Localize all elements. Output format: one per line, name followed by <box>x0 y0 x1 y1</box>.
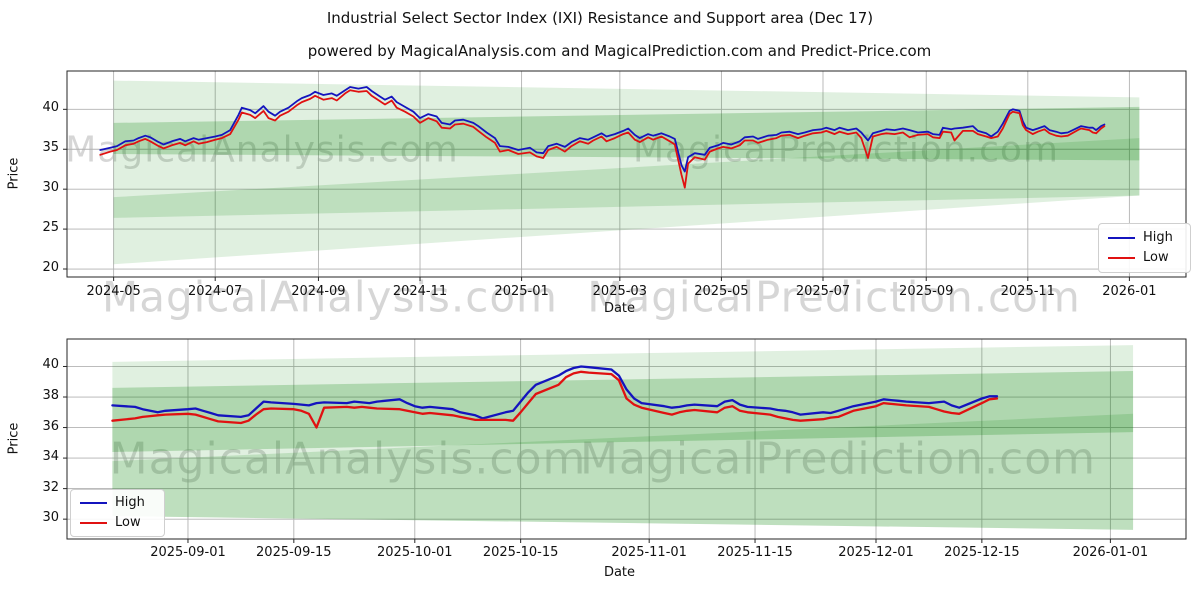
legend-item-high: High <box>80 496 154 510</box>
bottom-x-tick-label: 2025-11-15 <box>717 545 793 560</box>
high-line-swatch <box>80 502 107 504</box>
bottom-x-tick-label: 2025-10-15 <box>482 545 559 560</box>
top-y-tick-label: 20 <box>42 260 59 275</box>
top-x-tick-label: 2026-01 <box>1102 284 1157 299</box>
top-x-axis-label: Date <box>603 301 636 316</box>
low-line-swatch <box>1108 257 1135 259</box>
bottom-y-tick-label: 34 <box>42 449 59 465</box>
bottom-x-tick-label: 2025-11-01 <box>611 545 687 560</box>
low-line-swatch <box>80 522 107 524</box>
bottom-legend: High Low <box>70 489 165 537</box>
top-x-tick-label: 2025-09 <box>899 284 954 299</box>
chart-title: Industrial Select Sector Index (IXI) Res… <box>326 9 874 27</box>
bottom-x-axis-label: Date <box>603 565 636 580</box>
legend-label-high: High <box>115 495 145 510</box>
top-y-tick-label: 30 <box>42 180 59 196</box>
bottom-x-tick-label: 2025-12-01 <box>838 545 914 560</box>
top-y-tick-label: 25 <box>42 220 59 236</box>
watermark-analysis: MagicalAnalysis.com <box>65 129 459 171</box>
watermark-analysis: MagicalAnalysis.com <box>102 272 558 322</box>
top-x-tick-label: 2024-11 <box>392 284 448 299</box>
top-x-tick-label: 2024-09 <box>291 284 346 299</box>
top-y-tick-label: 35 <box>42 140 59 156</box>
bottom-y-tick-label: 38 <box>42 388 59 403</box>
bottom-y-tick-label: 36 <box>42 418 59 434</box>
chart-subtitle: powered by MagicalAnalysis.com and Magic… <box>307 42 932 60</box>
top-x-tick-label: 2025-01 <box>494 284 549 299</box>
bottom-y-tick-label: 40 <box>42 357 59 373</box>
watermark-prediction: MagicalPrediction.com <box>587 272 1081 322</box>
high-line-swatch <box>1108 237 1135 239</box>
watermark-prediction: MagicalPrediction.com <box>580 433 1096 485</box>
top-x-tick-label: 2025-07 <box>795 284 851 299</box>
legend-label-low: Low <box>115 515 141 530</box>
bottom-price-chart <box>63 338 1187 543</box>
top-x-tick-label: 2025-11 <box>1000 284 1055 299</box>
bottom-x-tick-label: 2025-09-15 <box>256 545 332 560</box>
top-x-tick-label: 2025-05 <box>694 284 749 299</box>
top-x-tick-label: 2024-05 <box>86 284 141 299</box>
legend-item-high: High <box>1108 231 1180 245</box>
watermark-analysis: MagicalAnalysis.com <box>109 433 587 485</box>
legend-label-high: High <box>1143 230 1173 245</box>
bottom-y-tick-label: 30 <box>42 510 59 526</box>
top-price-chart <box>63 70 1187 281</box>
bottom-x-tick-label: 2025-12-15 <box>944 545 1020 560</box>
top-y-tick-label: 40 <box>42 100 59 116</box>
legend-item-low: Low <box>1108 251 1180 265</box>
bottom-x-tick-label: 2025-10-01 <box>377 545 453 560</box>
legend-item-low: Low <box>80 516 154 530</box>
bottom-x-tick-label: 2025-09-01 <box>150 545 226 560</box>
top-x-tick-label: 2024-07 <box>188 284 243 299</box>
top-x-tick-label: 2025-03 <box>592 284 647 299</box>
bottom-y-tick-label: 32 <box>42 479 59 495</box>
legend-label-low: Low <box>1143 250 1169 265</box>
bottom-x-tick-label: 2026-01-01 <box>1072 545 1149 560</box>
top-legend: High Low <box>1098 223 1191 273</box>
